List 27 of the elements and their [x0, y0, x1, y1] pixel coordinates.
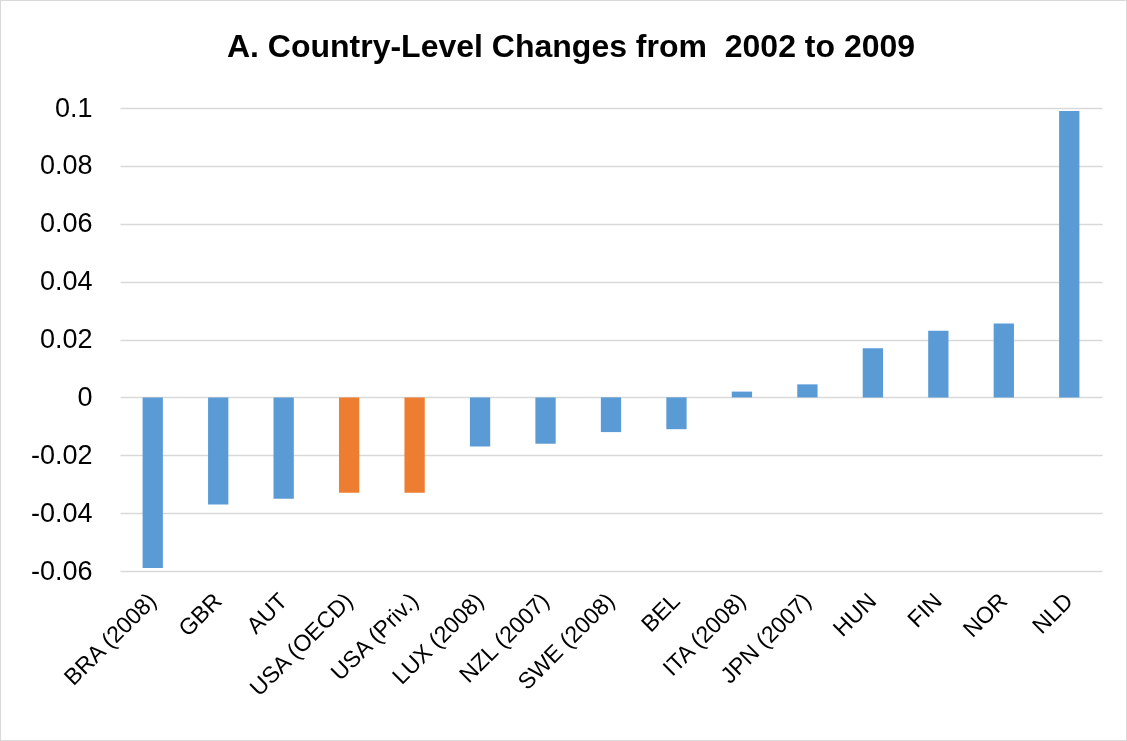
x-tick-label: FIN	[902, 587, 947, 633]
bar	[797, 384, 818, 398]
bar	[338, 397, 360, 493]
bar	[993, 323, 1014, 398]
bar	[1059, 110, 1080, 398]
y-tick-label: 0.02	[39, 324, 93, 354]
y-tick-label: 0.08	[39, 150, 93, 181]
y-tick-label: 0.06	[39, 208, 93, 239]
bar	[142, 397, 163, 569]
y-tick-label: 0.04	[39, 266, 93, 297]
y-tick-label: 0	[77, 381, 93, 412]
bar	[862, 348, 884, 398]
bar	[469, 397, 491, 447]
x-tick-label: NLD	[1026, 587, 1078, 639]
bar	[404, 397, 425, 493]
bar	[535, 397, 556, 444]
bar	[928, 330, 949, 398]
chart-title: A. Country-Level Changes from 2002 to 2009	[226, 28, 916, 64]
y-tick-label: -0.04	[30, 497, 93, 528]
y-tick-label: 0.1	[54, 92, 93, 123]
bar	[666, 397, 687, 430]
y-tick-label: -0.06	[30, 555, 93, 586]
bar	[600, 397, 622, 433]
bar	[273, 397, 294, 499]
bar	[208, 397, 229, 505]
y-tick-label: -0.02	[30, 439, 93, 470]
x-tick-label: BEL	[635, 587, 686, 637]
